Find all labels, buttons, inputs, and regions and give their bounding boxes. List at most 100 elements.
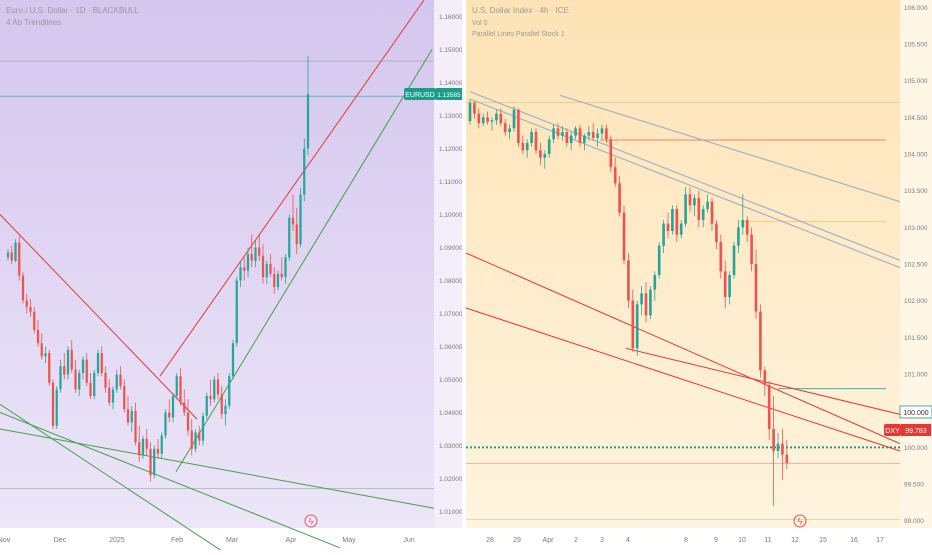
candle	[490, 117, 494, 131]
right-price-axis[interactable]	[900, 0, 932, 528]
right-price-tag-bg	[901, 424, 931, 436]
x-tick-label: 28	[486, 537, 494, 544]
left-chart-panel[interactable]: 1.16000 1.15000 1.14000 1.13000 1.12000 1.110…	[0, 0, 463, 552]
panel-divider[interactable]	[462, 0, 466, 550]
left-trendlines	[0, 0, 435, 552]
left-green-trendline-long	[0, 412, 341, 549]
candle	[530, 128, 533, 147]
y-tick-label: 1.04000	[439, 410, 463, 417]
candle	[205, 392, 208, 420]
candle	[21, 272, 25, 304]
candle	[723, 260, 727, 308]
right-plot-background	[466, 0, 900, 528]
candle	[679, 220, 683, 239]
candle	[175, 372, 178, 400]
candle	[299, 188, 302, 248]
y-tick-label: 102.000	[904, 298, 928, 305]
y-tick-label: 101.000	[904, 372, 928, 379]
candle	[100, 346, 103, 377]
candle	[164, 409, 167, 439]
candle	[228, 372, 231, 410]
candle	[640, 286, 643, 316]
candle	[85, 353, 88, 387]
left-green-trendline-up	[175, 49, 433, 473]
x-tick-label: 2025	[109, 537, 125, 544]
right-red-channel-upper	[465, 252, 901, 445]
candle	[583, 133, 586, 151]
left-green-trendline-down	[0, 403, 223, 552]
candle	[243, 257, 246, 281]
left-symbol-tag: EURUSD	[405, 92, 435, 99]
y-tick-label: 105.000	[904, 78, 928, 85]
candle	[111, 386, 115, 410]
candle	[574, 126, 577, 140]
candle	[48, 349, 51, 387]
candle	[269, 254, 272, 278]
candle	[688, 187, 692, 213]
candle	[666, 212, 670, 239]
right-time-axis[interactable]	[466, 528, 932, 550]
candle	[93, 369, 96, 400]
candle	[618, 176, 621, 217]
left-alert-marker[interactable]: ϟ	[304, 514, 318, 528]
candle	[66, 346, 70, 380]
right-channel-lines	[465, 91, 901, 452]
candle	[10, 245, 13, 264]
candle	[781, 429, 784, 481]
candle	[14, 239, 17, 263]
right-alert-marker[interactable]: ϟ	[793, 514, 807, 528]
candle	[587, 126, 591, 141]
candle	[141, 435, 145, 459]
candle	[78, 369, 81, 396]
y-tick-label: 1.08000	[439, 278, 463, 285]
right-candles	[468, 99, 789, 506]
candle	[785, 440, 789, 470]
right-y-ticks: 106.000 105.500 105.000 104.500 104.000 103.5…	[904, 5, 928, 525]
candle	[662, 220, 665, 253]
left-time-axis[interactable]	[0, 528, 462, 550]
candle	[745, 216, 749, 242]
candle	[578, 124, 582, 147]
right-channel-upper-a	[469, 91, 901, 261]
candle	[763, 366, 767, 396]
candle	[183, 389, 186, 416]
candle	[552, 124, 555, 143]
candle	[776, 432, 780, 459]
candle	[194, 429, 197, 453]
candle	[25, 293, 28, 314]
left-symbol-tag-bg	[404, 88, 436, 100]
candle	[235, 277, 238, 347]
candle	[600, 124, 604, 140]
x-tick-label: 15	[819, 537, 827, 544]
candle	[231, 339, 235, 380]
candle	[741, 194, 745, 235]
candle	[635, 300, 639, 356]
y-tick-label: 1.10000	[439, 212, 463, 219]
candle	[55, 386, 58, 429]
candle	[605, 124, 608, 143]
candle	[213, 376, 216, 403]
y-tick-label: 103.000	[904, 225, 928, 232]
left-lightning-icon-ring	[304, 514, 318, 528]
candle	[216, 372, 220, 400]
candle	[759, 304, 762, 378]
left-header-title: Euro / U.S. Dollar · 1D · BLACKBULL	[6, 6, 139, 15]
y-tick-label: 99.000	[904, 518, 924, 525]
right-chart-panel[interactable]: 106.000 105.500 105.000 104.500 104.000 103.5…	[465, 0, 932, 550]
left-price-tag: 1.13585	[437, 92, 461, 99]
candle	[123, 379, 126, 413]
y-tick-label: 1.12000	[439, 146, 463, 153]
candle	[565, 128, 569, 147]
candle	[499, 108, 503, 127]
y-tick-label: 99.500	[904, 482, 924, 489]
candle	[126, 396, 130, 426]
candle	[134, 402, 137, 446]
right-red-channel-mid	[625, 347, 901, 415]
candle	[6, 249, 10, 261]
candle	[273, 267, 276, 294]
x-tick-label: 4	[626, 537, 630, 544]
candle	[254, 240, 257, 268]
left-header-sub: 4 Ab Trendlines	[6, 18, 61, 27]
